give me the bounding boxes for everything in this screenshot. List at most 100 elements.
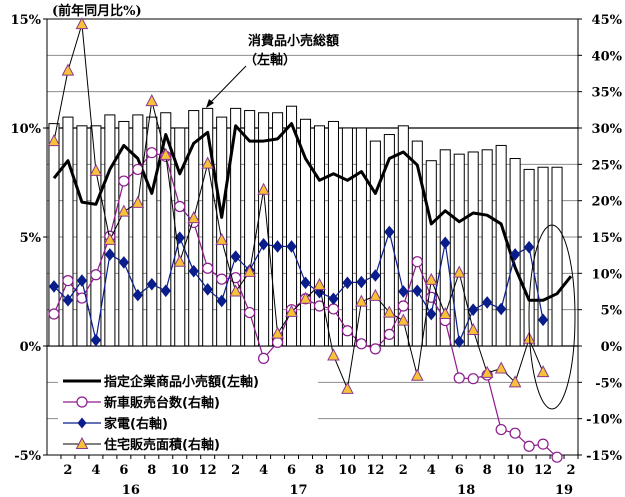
legend-label: 指定企業商品小売額(左軸) xyxy=(104,374,259,390)
appliances-point xyxy=(188,264,199,278)
housing-sales-point xyxy=(369,288,382,301)
right-tick-label: 10% xyxy=(592,267,623,282)
new-car-sales-point xyxy=(369,343,381,355)
new-car-sales-point xyxy=(118,175,130,187)
year-label: 18 xyxy=(457,483,475,497)
housing-sales-point xyxy=(424,272,438,285)
appliances-point xyxy=(230,250,241,263)
housing-sales-point xyxy=(117,204,131,217)
appliances-point xyxy=(132,288,143,302)
new-car-sales-point xyxy=(76,292,88,304)
bar xyxy=(537,166,549,347)
appliances-point xyxy=(202,283,213,296)
new-car-sales-point xyxy=(174,200,186,213)
right-tick-label: 20% xyxy=(592,195,623,210)
month-label: 6 xyxy=(455,463,464,478)
legend-marker xyxy=(77,417,87,429)
housing-sales-point xyxy=(243,264,256,277)
new-car-sales-point xyxy=(62,275,74,287)
month-label: 8 xyxy=(315,463,324,478)
appliances-point xyxy=(468,303,479,316)
housing-sales-point xyxy=(131,195,145,208)
appliances-point xyxy=(384,225,395,239)
right-tick-label: 0% xyxy=(601,340,623,355)
bar xyxy=(90,125,102,347)
bar xyxy=(355,127,367,347)
new-car-sales-point xyxy=(467,373,479,385)
month-label: 6 xyxy=(287,463,296,478)
new-car-sales-point xyxy=(355,338,368,350)
appliances-line xyxy=(53,231,544,343)
year-label: 16 xyxy=(122,483,140,497)
right-tick-label: 5% xyxy=(601,304,623,319)
legend-background xyxy=(58,365,318,453)
bar xyxy=(216,116,228,347)
new-car-sales-point xyxy=(313,300,326,312)
new-car-sales-point xyxy=(202,262,214,274)
appliances-point xyxy=(370,269,381,282)
new-car-sales-point xyxy=(523,440,535,452)
housing-sales-point xyxy=(327,348,340,361)
new-car-sales-point xyxy=(453,372,465,384)
housing-sales-point xyxy=(410,368,424,381)
housing-sales-point xyxy=(355,294,368,307)
highlight-ellipse xyxy=(528,224,576,410)
housing-sales-point xyxy=(285,304,298,317)
appliances-point xyxy=(342,276,353,290)
right-tick-label: -5% xyxy=(595,376,622,391)
legend-label: 新車販売台数(右軸) xyxy=(104,395,220,411)
bar xyxy=(495,144,507,347)
new-car-sales-point xyxy=(48,308,60,320)
month-label: 8 xyxy=(483,463,492,478)
housing-sales-point xyxy=(299,291,312,304)
housing-sales-point xyxy=(494,361,508,374)
right-tick-label: 30% xyxy=(592,122,623,137)
month-label: 4 xyxy=(427,463,436,478)
month-label: 12 xyxy=(366,463,384,478)
legend-marker xyxy=(76,396,88,408)
housing-sales-point xyxy=(103,232,117,245)
appliances-point xyxy=(118,256,130,269)
left-axis-label: (前年同月比%) xyxy=(52,3,142,19)
housing-sales-point xyxy=(187,211,201,224)
bar xyxy=(202,107,214,347)
bar xyxy=(425,160,437,347)
housing-sales-point xyxy=(466,322,480,336)
appliances-point xyxy=(328,292,339,306)
left-tick-label: 5% xyxy=(20,231,42,246)
bar xyxy=(62,116,74,347)
bar xyxy=(258,112,270,347)
bar xyxy=(341,127,353,347)
line-series xyxy=(47,17,573,463)
annotation-pointer xyxy=(208,65,247,105)
month-label: 4 xyxy=(259,463,268,478)
new-car-sales-point xyxy=(216,273,228,285)
appliances-point xyxy=(286,240,297,253)
new-car-sales-point xyxy=(509,427,521,439)
appliances-point xyxy=(440,236,451,250)
year-label: 19 xyxy=(555,483,573,497)
month-label: 2 xyxy=(399,463,408,478)
housing-sales-point xyxy=(271,326,284,339)
housing-sales-point xyxy=(61,63,75,76)
bar xyxy=(118,120,130,347)
housing-sales-point xyxy=(89,163,103,176)
appliances-point xyxy=(537,313,549,327)
left-tick-label: -5% xyxy=(14,449,41,464)
housing-sales-point xyxy=(229,284,242,297)
month-label: 12 xyxy=(534,463,552,478)
bar xyxy=(76,125,88,347)
bar xyxy=(467,151,479,347)
bar xyxy=(327,120,339,347)
new-car-sales-point xyxy=(271,336,284,348)
new-car-sales-point xyxy=(383,328,395,340)
appliances-point xyxy=(216,294,227,308)
appliances-point xyxy=(300,276,311,290)
appliances-point xyxy=(146,277,157,291)
housing-sales-point xyxy=(159,147,173,160)
month-label: 10 xyxy=(506,463,524,478)
appliances-point xyxy=(426,307,437,321)
appliances-point xyxy=(104,248,116,261)
year-label: 17 xyxy=(289,483,307,497)
